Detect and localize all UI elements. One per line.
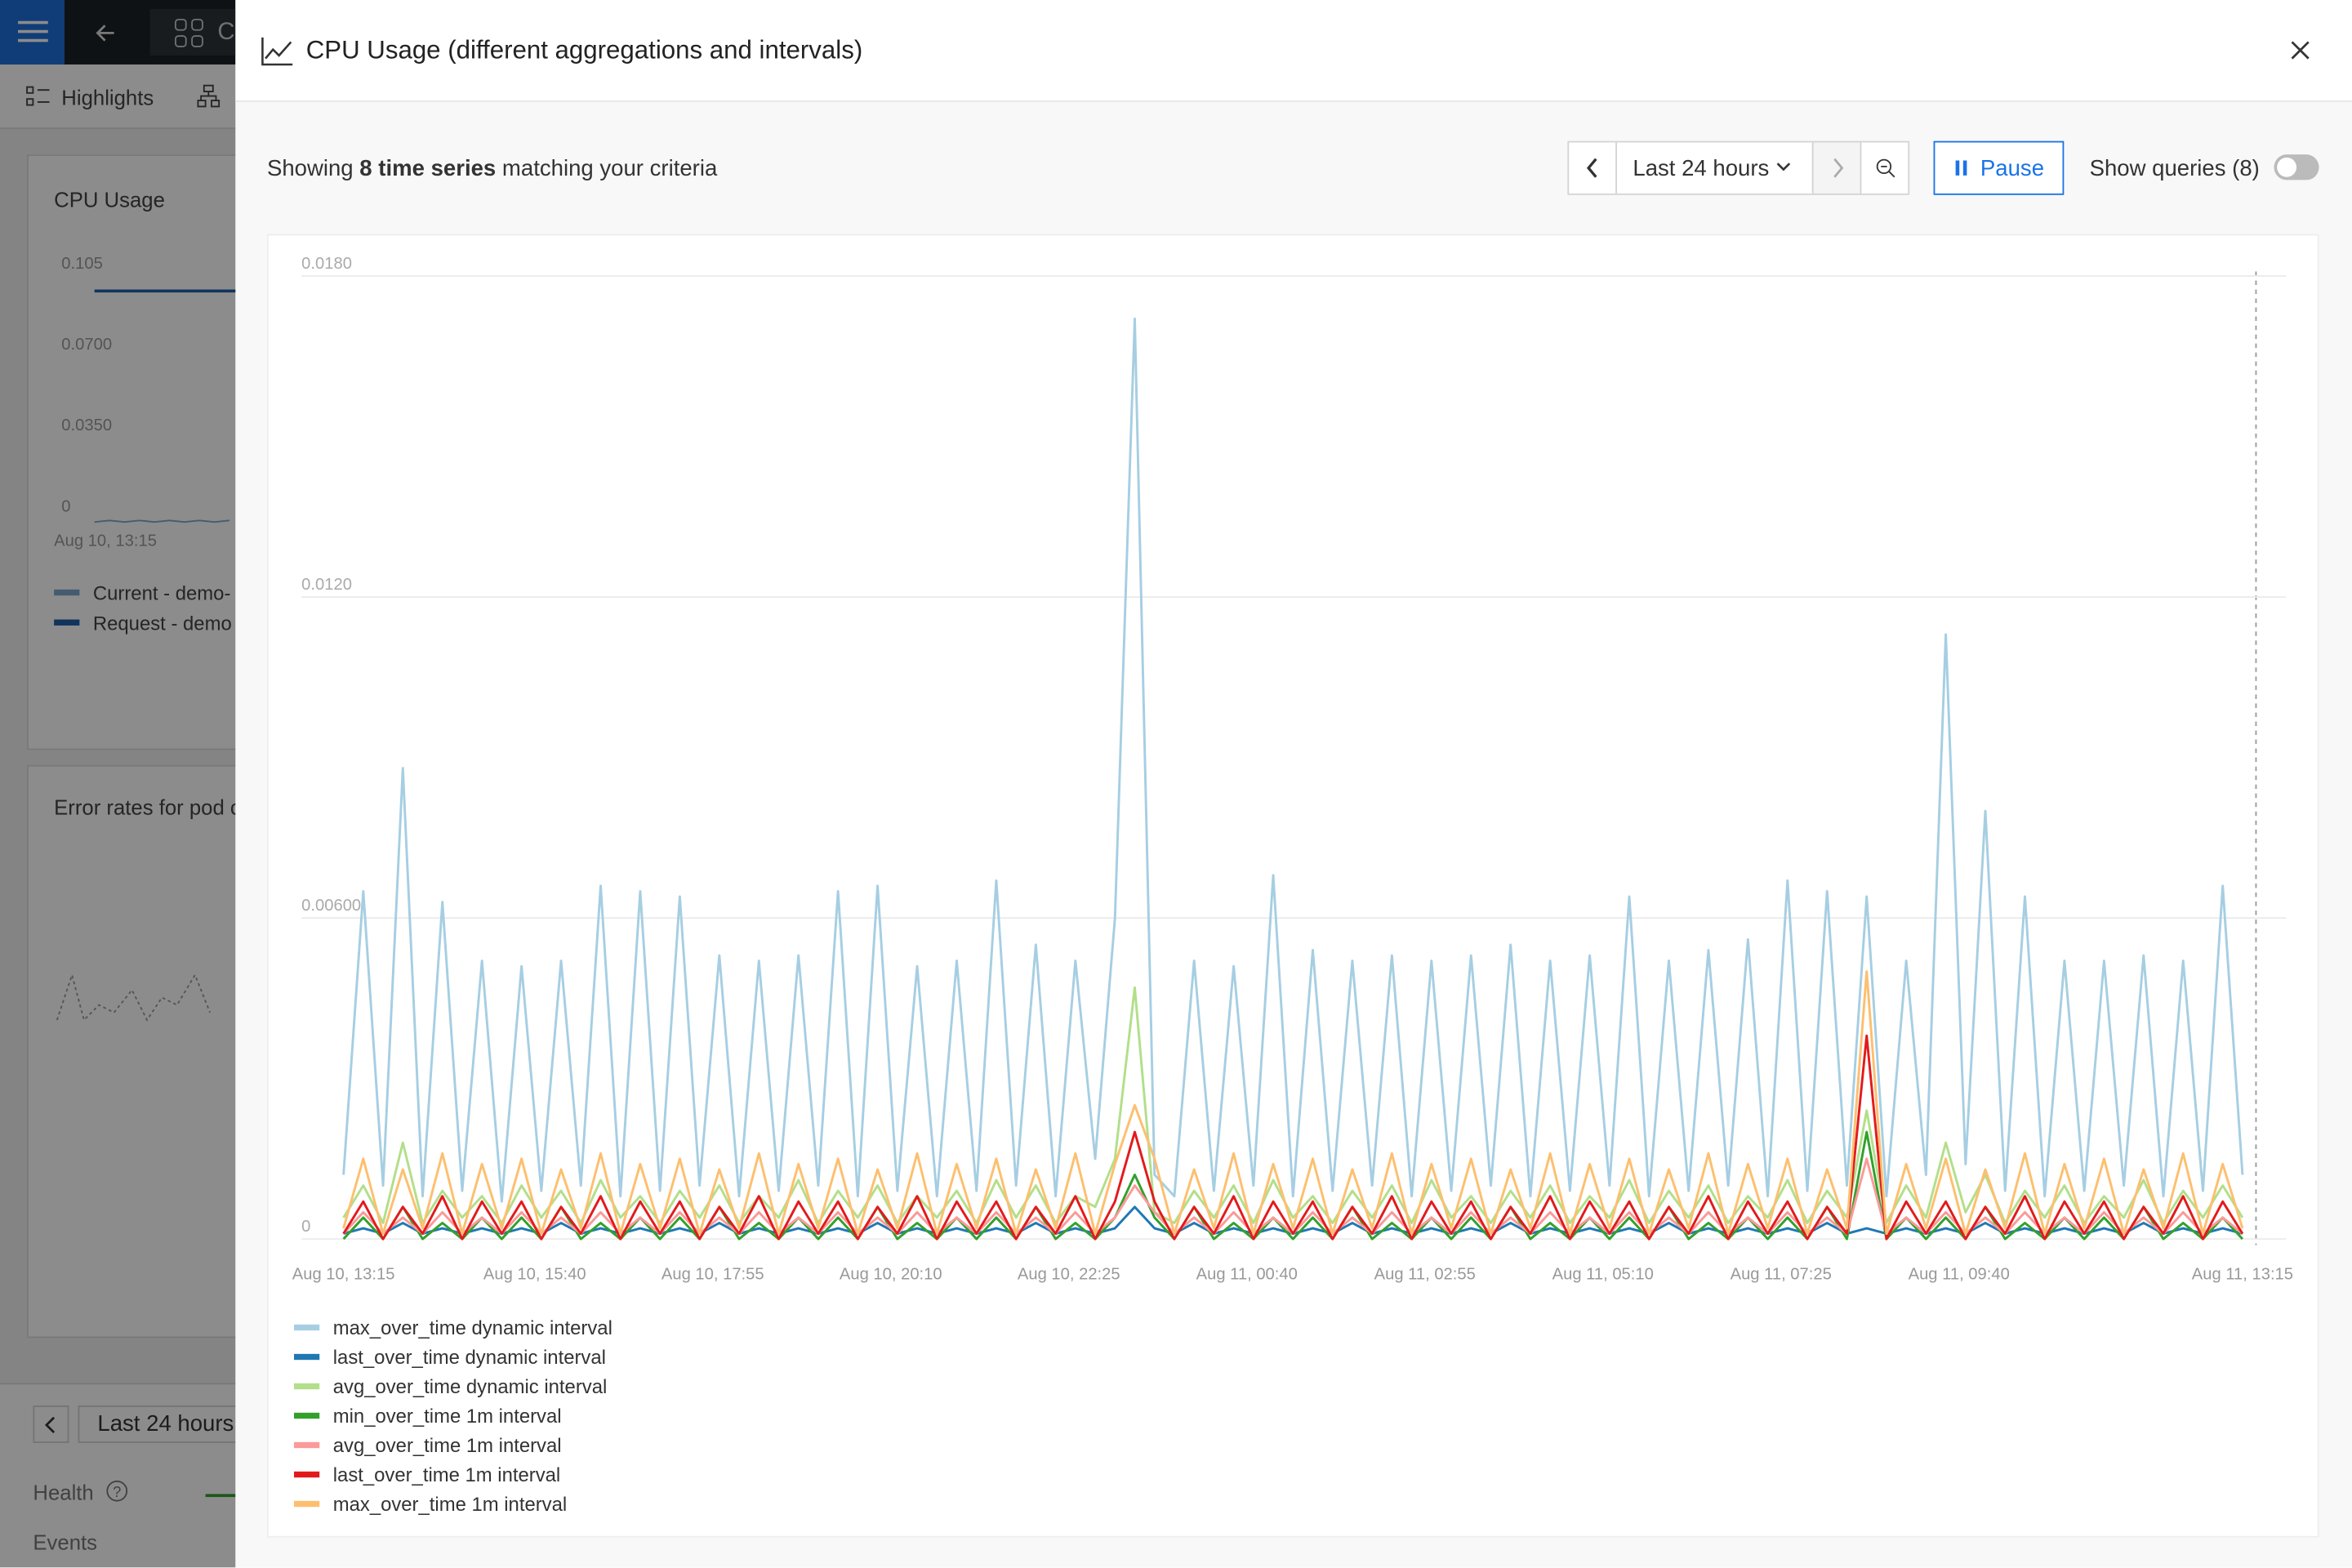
tick-label: 0.0700 [61, 336, 113, 354]
legend-label: max_over_time 1m interval [333, 1494, 567, 1516]
x-tick-label: Aug 11, 09:40 [1909, 1266, 2010, 1284]
legend-swatch [294, 1441, 320, 1449]
range-select[interactable]: Last 24 hours [1615, 140, 1814, 195]
app-icon [174, 18, 203, 47]
legend-label: min_over_time 1m interval [333, 1405, 562, 1428]
legend-swatch [54, 619, 80, 626]
legend-swatch [294, 1324, 320, 1331]
tick-label: 0.0350 [61, 416, 113, 435]
modal: CPU Usage (different aggregations and in… [235, 0, 2352, 1568]
pause-icon [1956, 160, 1967, 176]
chart-card [266, 234, 2319, 1538]
pause-label: Pause [1980, 155, 2045, 181]
card-title: Error rates for pod c [54, 795, 241, 819]
events-label: Events [33, 1530, 98, 1554]
legend-label: Current - demo- [92, 581, 231, 605]
zoom-icon [1875, 158, 1895, 178]
y-tick-label: 0.0180 [301, 255, 352, 273]
pause-button[interactable]: Pause [1933, 140, 2065, 195]
card-errors [27, 764, 270, 1339]
range-label: Last 24 hours [97, 1411, 234, 1437]
x-tick-label: Aug 11, 13:15 [2192, 1266, 2293, 1284]
card-title: CPU Usage [54, 187, 165, 212]
tick-label: 0.105 [61, 255, 103, 274]
topology-icon [197, 84, 220, 108]
series-line [342, 317, 2244, 1203]
modal-header: CPU Usage (different aggregations and in… [235, 0, 2352, 102]
chart-icon [261, 37, 293, 66]
summary-suffix: matching your criteria [501, 156, 718, 182]
chevron [1833, 158, 1843, 178]
x-tick-label: Aug 10, 17:55 [662, 1266, 764, 1284]
x-tick-label: Aug 10, 22:25 [1018, 1266, 1120, 1284]
nav-tab[interactable]: Highlights [61, 85, 154, 110]
series-line [342, 986, 2244, 1224]
summary-count: 8 time series [359, 156, 497, 182]
menu-icon [18, 20, 48, 42]
series-line [342, 970, 2244, 1236]
x-tick-label: Aug 10, 13:15 [292, 1266, 395, 1284]
y-tick-label: 0 [301, 1218, 310, 1236]
back-icon[interactable] [90, 18, 120, 48]
nav-bar: Highlights [0, 64, 236, 129]
x-tick-label: Aug 11, 00:40 [1196, 1266, 1298, 1284]
legend-swatch [294, 1500, 320, 1508]
series-line [342, 1034, 2244, 1241]
x-tick-label: Aug 10, 20:10 [840, 1266, 942, 1284]
svg-text:?: ? [113, 1483, 121, 1500]
x-tick-label: Aug 11, 07:25 [1731, 1266, 1832, 1284]
dropdown-icon [1777, 163, 1791, 172]
help-icon[interactable]: ? [105, 1479, 129, 1503]
chevron [1586, 158, 1597, 178]
tick-label: Aug 10, 13:15 [54, 532, 157, 551]
mini-chart [56, 972, 211, 1022]
highlights-icon [26, 86, 50, 106]
x-tick-label: Aug 10, 15:40 [483, 1266, 586, 1284]
legend-swatch [294, 1412, 320, 1419]
mini-chart [94, 289, 240, 523]
health-bar [205, 1494, 236, 1498]
legend-label: last_over_time dynamic interval [333, 1347, 606, 1369]
legend-swatch [54, 589, 80, 596]
modal-title: CPU Usage (different aggregations and in… [305, 36, 863, 65]
legend-label: Request - demo [92, 612, 232, 635]
prev-button[interactable] [33, 1405, 69, 1443]
tick-label: 0 [61, 497, 71, 516]
y-tick-label: 0.0120 [301, 576, 352, 594]
legend-label: avg_over_time dynamic interval [333, 1376, 608, 1398]
close-button[interactable] [2289, 39, 2313, 63]
toggle-knob [2277, 157, 2297, 177]
zoom-button[interactable] [1860, 140, 1910, 195]
card-cpu [27, 154, 270, 751]
legend-swatch [294, 1353, 320, 1361]
x-tick-label: Aug 11, 05:10 [1552, 1266, 1654, 1284]
legend-label: avg_over_time 1m interval [333, 1435, 562, 1457]
x-tick-label: Aug 11, 02:55 [1374, 1266, 1476, 1284]
summary: Showing 8 time series matching your crit… [267, 156, 717, 181]
overlay[interactable] [0, 0, 236, 1568]
y-tick-label: 0.00600 [301, 897, 361, 915]
series-line [342, 1130, 2243, 1241]
legend-swatch [294, 1471, 320, 1478]
health-label: Health [33, 1480, 94, 1505]
legend-swatch [294, 1383, 320, 1390]
summary-prefix: Showing [266, 156, 354, 182]
chevron [44, 1415, 56, 1433]
show-queries-label: Show queries (8) [2089, 156, 2260, 182]
legend-label: last_over_time 1m interval [333, 1464, 560, 1486]
legend-label: max_over_time dynamic interval [333, 1317, 612, 1339]
toggle[interactable] [2274, 154, 2319, 180]
menu-button[interactable] [0, 0, 65, 65]
range-label: Last 24 hours [1633, 155, 1770, 181]
